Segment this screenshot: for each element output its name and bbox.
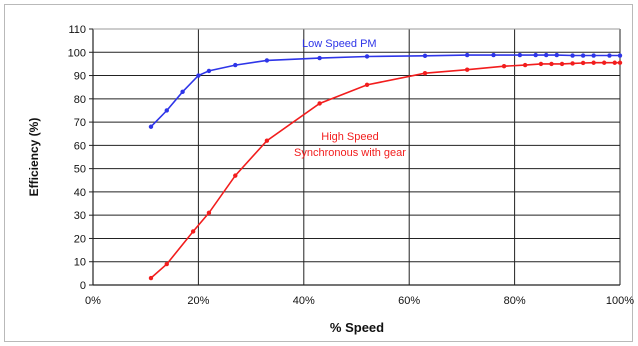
x-tick-label: 40% bbox=[293, 295, 315, 307]
high-speed-synchronous-with-gear-point bbox=[364, 82, 370, 88]
x-tick-label: 60% bbox=[398, 295, 420, 307]
y-tick-labels: 0 10 20 30 40 50 60 70 80 90 100 110 bbox=[68, 24, 86, 292]
y-tick-label: 50 bbox=[74, 164, 86, 176]
low-speed-pm-point bbox=[148, 124, 154, 129]
y-tick-label: 40 bbox=[74, 187, 86, 199]
y-tick-label: 30 bbox=[74, 210, 86, 222]
high-speed-synchronous-with-gear-point bbox=[522, 62, 528, 68]
low-speed-pm-point bbox=[591, 53, 596, 58]
high-speed-synchronous-with-gear-point bbox=[559, 61, 565, 67]
series-layer bbox=[148, 52, 623, 281]
high-speed-synchronous-with-gear-point bbox=[464, 67, 470, 72]
high-speed-synchronous-with-gear-point bbox=[617, 60, 623, 65]
x-tick-label: 0% bbox=[85, 295, 101, 307]
low-speed-pm-point bbox=[570, 53, 575, 58]
y-tick-label: 70 bbox=[74, 117, 86, 129]
high-speed-synchronous-with-gear-point bbox=[538, 61, 544, 67]
high-speed-synchronous-with-gear-point bbox=[570, 61, 575, 66]
y-tick-label: 80 bbox=[74, 94, 86, 106]
high-speed-synchronous-with-gear-point bbox=[591, 60, 596, 65]
annotation-low-speed-pm: Low Speed PM bbox=[302, 38, 377, 50]
low-speed-pm-point bbox=[364, 54, 370, 59]
low-speed-pm-point bbox=[617, 53, 623, 58]
y-tick-label: 100 bbox=[68, 47, 86, 59]
low-speed-pm-point bbox=[196, 73, 201, 78]
low-speed-pm-point bbox=[554, 52, 559, 58]
x-tick-label: 80% bbox=[504, 295, 526, 307]
y-tick-label: 110 bbox=[68, 24, 86, 36]
high-speed-synchronous-with-gear-point bbox=[264, 138, 270, 143]
x-tick-labels: 0% 20% 40% 60% 80% 100% bbox=[85, 295, 634, 307]
low-speed-pm-point bbox=[233, 62, 238, 68]
high-speed-synchronous-with-gear-point bbox=[317, 101, 322, 106]
y-tick-label: 60 bbox=[74, 140, 86, 152]
low-speed-pm-point bbox=[464, 52, 470, 58]
low-speed-pm-point bbox=[180, 89, 185, 95]
high-speed-synchronous-with-gear-point bbox=[190, 229, 196, 234]
low-speed-pm-point bbox=[206, 68, 212, 74]
high-speed-synchronous-with-gear-point bbox=[422, 71, 428, 76]
high-speed-synchronous-with-gear-point bbox=[501, 64, 507, 69]
y-tick-label: 0 bbox=[80, 280, 86, 292]
low-speed-pm-point bbox=[491, 52, 496, 58]
high-speed-synchronous-with-gear-point bbox=[601, 60, 607, 65]
high-speed-synchronous-with-gear-point bbox=[549, 61, 554, 67]
annotation-synchronous-with-gear: Synchronous with gear bbox=[294, 147, 406, 159]
y-tick-label: 10 bbox=[74, 257, 86, 269]
high-speed-synchronous-with-gear-point bbox=[206, 210, 212, 216]
y-axis-label: Efficiency (%) bbox=[27, 118, 41, 197]
high-speed-synchronous-with-gear-point bbox=[164, 261, 169, 267]
low-speed-pm-point bbox=[607, 53, 612, 58]
low-speed-pm-point bbox=[317, 55, 322, 61]
low-speed-pm-point bbox=[422, 53, 428, 58]
x-axis-label: % Speed bbox=[330, 320, 384, 335]
low-speed-pm-point bbox=[580, 53, 586, 58]
high-speed-synchronous-with-gear-point bbox=[612, 60, 617, 65]
plot-area bbox=[93, 29, 620, 285]
high-speed-synchronous-with-gear-point bbox=[148, 275, 154, 281]
x-tick-label: 100% bbox=[606, 295, 634, 307]
y-tick-label: 20 bbox=[74, 233, 86, 245]
annotation-high-speed: High Speed bbox=[321, 131, 379, 143]
low-speed-pm-point bbox=[544, 52, 549, 58]
low-speed-pm-point bbox=[517, 52, 523, 58]
low-speed-pm-point bbox=[533, 52, 538, 58]
x-tick-label: 20% bbox=[187, 295, 209, 307]
y-tick-label: 90 bbox=[74, 71, 86, 83]
low-speed-pm-point bbox=[264, 58, 270, 63]
axes bbox=[89, 28, 620, 286]
low-speed-pm-point bbox=[164, 108, 169, 113]
high-speed-synchronous-with-gear-point bbox=[233, 173, 238, 178]
high-speed-synchronous-with-gear-point bbox=[580, 60, 586, 66]
